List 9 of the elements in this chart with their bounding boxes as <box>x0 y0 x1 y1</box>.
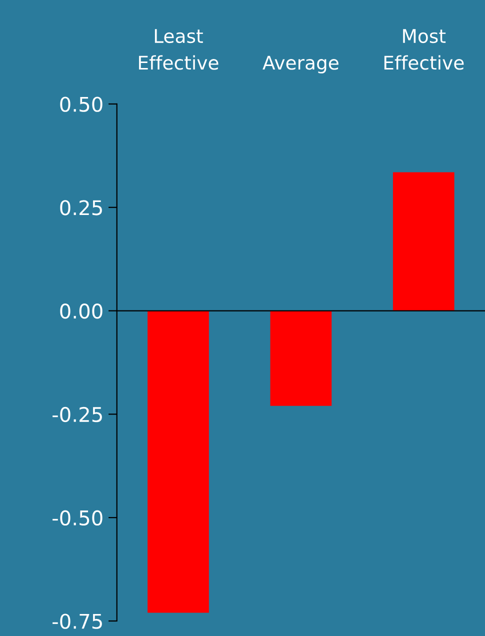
y-tick-label: -0.75 <box>52 614 102 629</box>
x-tick-label: Least Effective <box>139 29 218 70</box>
y-tick-label: -0.50 <box>52 510 102 526</box>
x-tick-label: Most Effective <box>384 29 464 70</box>
x-tick-label: Average <box>262 56 338 74</box>
y-tick-label: 0.25 <box>60 200 102 216</box>
y-tick-label: 0.00 <box>60 303 102 319</box>
y-tick-label: -0.25 <box>52 406 102 422</box>
y-tick-label: 0.50 <box>60 96 102 112</box>
